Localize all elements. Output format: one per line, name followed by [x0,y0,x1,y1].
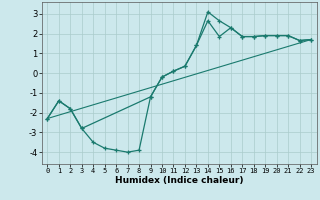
X-axis label: Humidex (Indice chaleur): Humidex (Indice chaleur) [115,176,244,185]
